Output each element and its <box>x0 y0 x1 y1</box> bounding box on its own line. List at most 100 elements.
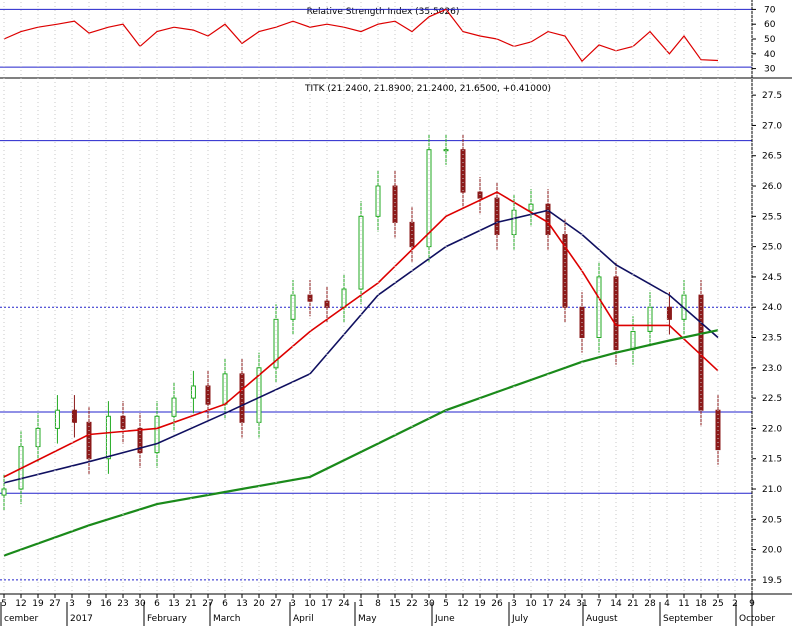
price-candle <box>54 409 60 429</box>
price-candle <box>171 397 177 417</box>
price-y-tick-label: 25.0 <box>762 243 782 253</box>
x-tick-label: 9 <box>86 599 92 609</box>
price-title: TITK (21.2400, 21.8900, 21.2400, 21.6500… <box>304 84 551 94</box>
price-candle <box>205 385 211 405</box>
x-tick-label: 11 <box>678 599 689 609</box>
x-tick-label: 2 <box>732 599 738 609</box>
rsi-y-tick-label: 70 <box>764 5 776 15</box>
x-tick-label: 1 <box>358 599 364 609</box>
x-tick-label: 4 <box>664 599 670 609</box>
month-label: September <box>663 614 713 624</box>
x-tick-label: 14 <box>610 599 622 609</box>
price-candle <box>477 191 483 199</box>
x-tick-label: 24 <box>559 599 571 609</box>
month-label: March <box>213 614 240 624</box>
price-y-tick-label: 23.0 <box>762 364 782 374</box>
price-y-tick-label: 25.5 <box>762 212 782 222</box>
x-tick-label: 19 <box>32 599 44 609</box>
x-tick-label: 27 <box>49 599 60 609</box>
price-candle <box>545 203 551 236</box>
x-tick-label: 9 <box>749 599 755 609</box>
price-candle <box>273 318 279 369</box>
price-candle <box>647 306 653 332</box>
x-tick-label: 28 <box>644 599 656 609</box>
price-candle <box>105 415 111 460</box>
price-candle <box>613 276 619 351</box>
price-y-tick-label: 24.0 <box>762 303 782 313</box>
month-label: July <box>511 614 529 624</box>
x-tick-label: 25 <box>712 599 723 609</box>
price-y-tick-label: 21.0 <box>762 485 782 495</box>
price-candle <box>392 185 398 223</box>
x-tick-label: 31 <box>576 599 587 609</box>
rsi-y-tick-label: 30 <box>764 65 776 75</box>
x-tick-label: 18 <box>695 599 707 609</box>
price-y-tick-label: 20.0 <box>762 546 782 556</box>
month-label: April <box>293 614 314 624</box>
x-tick-label: 19 <box>474 599 486 609</box>
price-y-tick-label: 22.0 <box>762 424 782 434</box>
x-tick-label: 3 <box>511 599 517 609</box>
x-tick-label: 30 <box>423 599 435 609</box>
price-y-tick-label: 20.5 <box>762 515 782 525</box>
price-candle <box>35 427 41 448</box>
rsi-line <box>3 8 719 63</box>
x-tick-label: 3 <box>290 599 296 609</box>
x-tick-label: 10 <box>525 599 537 609</box>
rsi-panel: Relative Strength Index (35.5026) 30 40 50… <box>0 5 776 75</box>
month-label: February <box>147 614 188 624</box>
price-y-tick-label: 24.5 <box>762 273 782 283</box>
x-tick-label: 24 <box>338 599 350 609</box>
price-y-tick-label: 27.5 <box>762 91 782 101</box>
price-y-tick-label: 22.5 <box>762 394 782 404</box>
x-tick-label: 13 <box>236 599 247 609</box>
price-candle <box>86 421 92 460</box>
x-tick-label: 16 <box>100 599 112 609</box>
price-y-tick-label: 26.0 <box>762 182 782 192</box>
price-candle <box>596 276 602 339</box>
month-label: October <box>739 614 775 624</box>
price-candle <box>358 215 364 290</box>
short-ma-line <box>3 191 719 478</box>
price-candle <box>71 409 77 423</box>
x-tick-label: 12 <box>457 599 468 609</box>
month-label: May <box>358 614 377 624</box>
x-tick-label: 5 <box>443 599 449 609</box>
x-tick-label: 27 <box>270 599 281 609</box>
price-candle <box>290 294 296 320</box>
x-tick-label: 6 <box>222 599 228 609</box>
x-tick-label: 5 <box>1 599 7 609</box>
price-candle <box>494 197 500 236</box>
price-y-tick-label: 21.5 <box>762 455 782 465</box>
month-label: 2017 <box>70 614 93 624</box>
x-tick-label: 10 <box>304 599 316 609</box>
x-tick-label: 30 <box>134 599 146 609</box>
month-label: August <box>586 614 618 624</box>
price-candle <box>137 427 143 454</box>
price-candle <box>324 300 330 308</box>
price-candle <box>666 306 672 320</box>
x-tick-label: 17 <box>321 599 332 609</box>
rsi-y-tick-label: 50 <box>764 35 776 45</box>
month-label: cember <box>4 614 39 624</box>
price-y-tick-label: 23.5 <box>762 334 782 344</box>
rsi-y-tick-label: 40 <box>764 50 776 60</box>
price-candle <box>528 203 534 211</box>
x-tick-label: 13 <box>168 599 179 609</box>
x-tick-label: 7 <box>596 599 602 609</box>
x-tick-label: 27 <box>202 599 213 609</box>
x-tick-label: 8 <box>375 599 381 609</box>
x-tick-label: 3 <box>69 599 75 609</box>
x-tick-label: 20 <box>253 599 265 609</box>
x-tick-label: 22 <box>406 599 417 609</box>
x-tick-label: 26 <box>491 599 503 609</box>
rsi-y-tick-label: 60 <box>764 20 776 30</box>
price-candle <box>1 488 7 496</box>
price-y-tick-label: 26.5 <box>762 152 782 162</box>
x-tick-label: 21 <box>627 599 638 609</box>
price-y-tick-label: 27.0 <box>762 121 782 131</box>
price-panel: TITK (21.2400, 21.8900, 21.2400, 21.6500… <box>0 84 782 586</box>
x-tick-label: 15 <box>389 599 400 609</box>
